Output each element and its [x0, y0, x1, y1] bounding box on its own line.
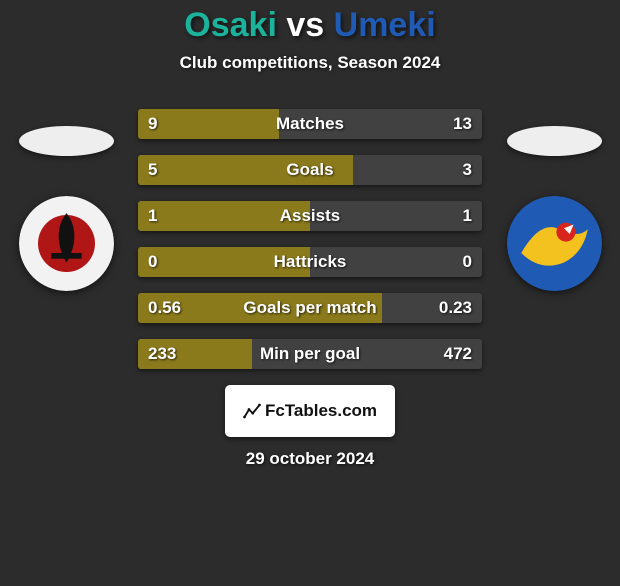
player2-flag [507, 126, 602, 156]
player2-column [504, 126, 604, 291]
stat-row-assists: Assists1 1 [138, 201, 482, 231]
player2-crest [507, 196, 602, 291]
comparison-title: Osaki vs Umeki [0, 6, 620, 45]
stat-value-left: 233 [148, 339, 176, 369]
stat-label: Min per goal [138, 339, 482, 369]
stat-label: Matches [138, 109, 482, 139]
stat-value-right: 1 [463, 201, 472, 231]
stat-label: Assists [138, 201, 482, 231]
stat-value-right: 0 [463, 247, 472, 277]
player1-flag [19, 126, 114, 156]
site-name: FcTables.com [265, 401, 377, 421]
player1-crest [19, 196, 114, 291]
site-badge[interactable]: FcTables.com [225, 385, 395, 437]
stat-label: Goals per match [138, 293, 482, 323]
stat-label: Goals [138, 155, 482, 185]
stats-bars: Matches9 13 Goals5 3 Assists1 1 Hattricks0 0 Goa… [138, 109, 482, 369]
player1-column [16, 126, 116, 291]
stat-row-goals-per-match: Goals per match0.56 0.23 [138, 293, 482, 323]
stat-label: Hattricks [138, 247, 482, 277]
stat-row-goals: Goals5 3 [138, 155, 482, 185]
stat-value-left: 5 [148, 155, 157, 185]
stat-value-left: 9 [148, 109, 157, 139]
stat-row-hattricks: Hattricks0 0 [138, 247, 482, 277]
stat-value-right: 0.23 [439, 293, 472, 323]
player1-name: Osaki [184, 6, 277, 44]
stat-value-left: 1 [148, 201, 157, 231]
chart-icon [243, 402, 261, 420]
stat-value-right: 13 [453, 109, 472, 139]
stat-value-right: 3 [463, 155, 472, 185]
stat-row-matches: Matches9 13 [138, 109, 482, 139]
stat-value-right: 472 [444, 339, 472, 369]
footer-date: 29 october 2024 [0, 449, 620, 469]
player2-name: Umeki [334, 6, 436, 44]
stat-row-min-per-goal: Min per goal233 472 [138, 339, 482, 369]
stat-value-left: 0.56 [148, 293, 181, 323]
stat-value-left: 0 [148, 247, 157, 277]
subtitle: Club competitions, Season 2024 [0, 53, 620, 73]
vs-text: vs [286, 6, 324, 44]
